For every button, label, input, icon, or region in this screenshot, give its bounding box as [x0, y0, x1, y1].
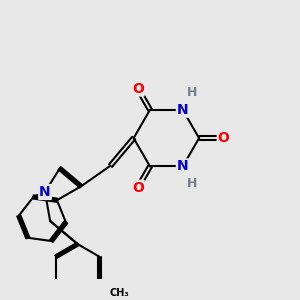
Text: O: O: [132, 181, 144, 195]
Text: N: N: [177, 103, 188, 117]
Text: O: O: [132, 82, 144, 95]
Text: N: N: [177, 159, 188, 173]
Text: H: H: [187, 86, 198, 99]
Text: H: H: [187, 177, 198, 190]
Text: N: N: [39, 185, 51, 199]
Text: O: O: [218, 131, 230, 145]
Text: CH₃: CH₃: [110, 288, 129, 298]
